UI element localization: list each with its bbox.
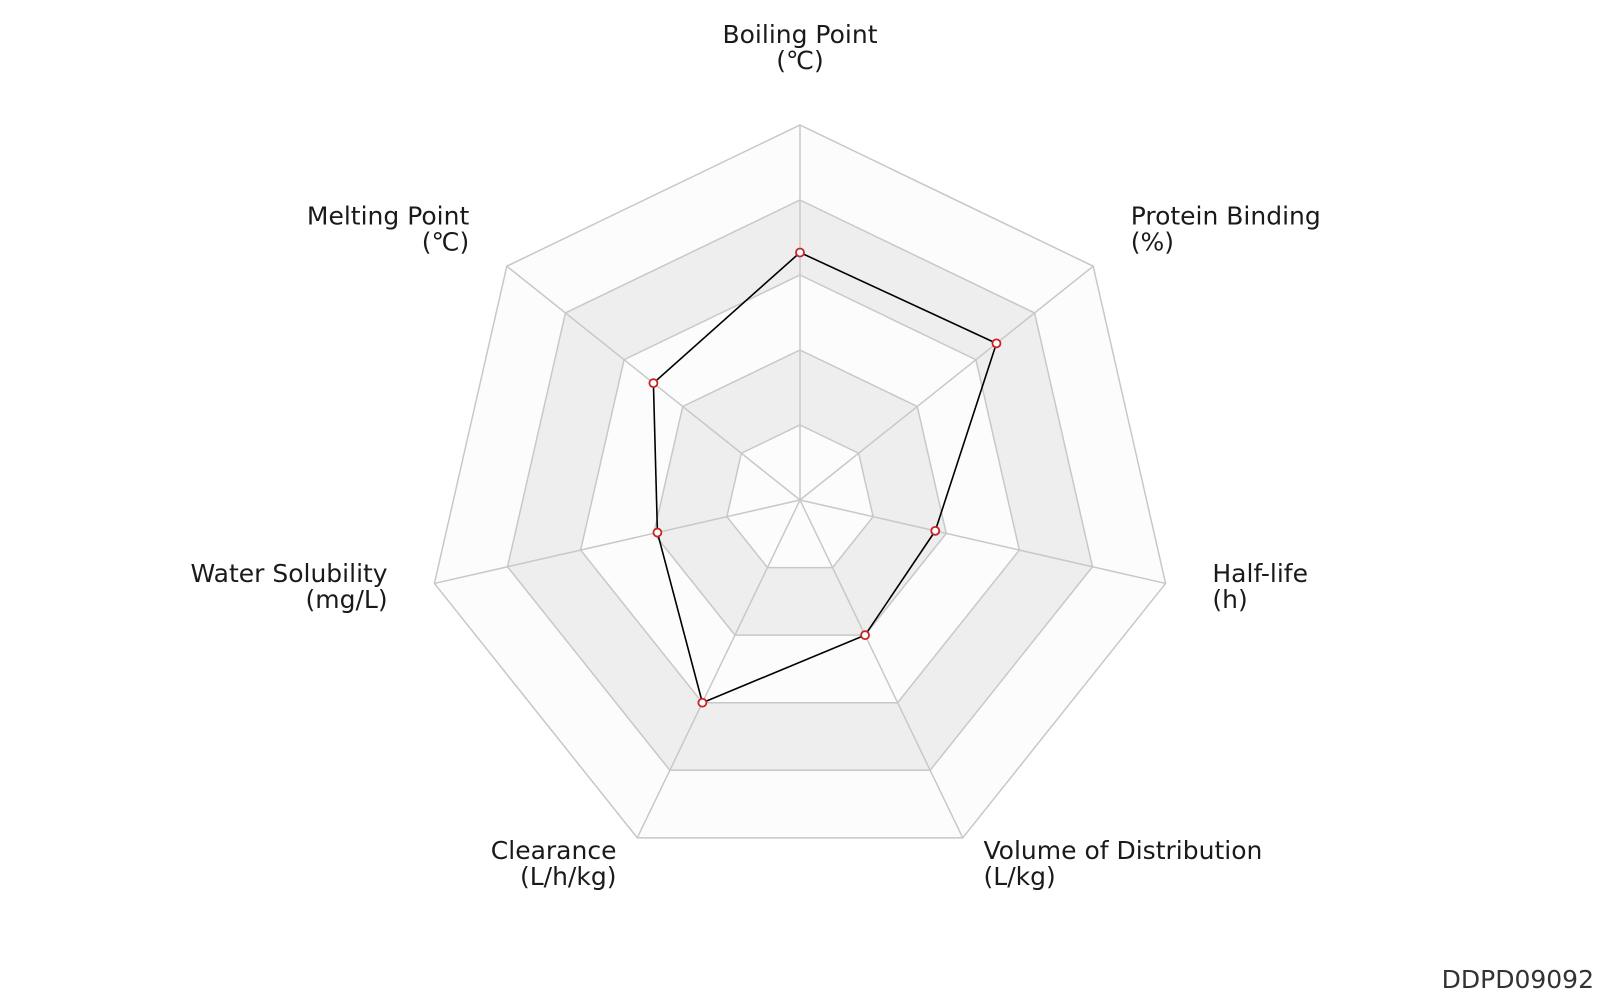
data-point-4 bbox=[861, 631, 869, 639]
data-point-2 bbox=[992, 339, 1000, 347]
axis-label-name: Volume of Distribution bbox=[984, 836, 1263, 865]
axis-label-3: Half-life (h) bbox=[1212, 559, 1308, 614]
axis-label-2: Protein Binding (%) bbox=[1131, 201, 1321, 256]
axis-label-unit: (℃) bbox=[776, 46, 824, 75]
data-point-5 bbox=[698, 699, 706, 707]
axis-label-name: Half-life bbox=[1212, 559, 1308, 588]
axis-label-name: Melting Point bbox=[307, 201, 470, 230]
data-point-1 bbox=[796, 249, 804, 257]
data-point-6 bbox=[653, 529, 661, 537]
axis-label-name: Boiling Point bbox=[722, 20, 877, 49]
axis-label-name: Water Solubility bbox=[191, 559, 388, 588]
chart-id-label: DDPD09092 bbox=[1442, 965, 1594, 994]
axis-label-name: Clearance bbox=[491, 836, 617, 865]
axis-label-6: Water Solubility (mg/L) bbox=[191, 559, 388, 614]
axis-label-7: Melting Point (℃) bbox=[307, 201, 470, 256]
axis-label-unit: (h) bbox=[1212, 585, 1247, 614]
axis-label-unit: (%) bbox=[1131, 227, 1174, 256]
axis-label-unit: (℃) bbox=[422, 227, 470, 256]
data-point-7 bbox=[649, 379, 657, 387]
axis-label-4: Volume of Distribution (L/kg) bbox=[984, 836, 1263, 891]
data-point-3 bbox=[931, 527, 939, 535]
axis-label-5: Clearance (L/h/kg) bbox=[491, 836, 617, 891]
axis-label-name: Protein Binding bbox=[1131, 201, 1321, 230]
axis-label-1: Boiling Point (℃) bbox=[722, 20, 877, 75]
axis-label-unit: (L/kg) bbox=[984, 862, 1056, 891]
axis-label-unit: (mg/L) bbox=[306, 585, 388, 614]
axis-label-unit: (L/h/kg) bbox=[520, 862, 616, 891]
